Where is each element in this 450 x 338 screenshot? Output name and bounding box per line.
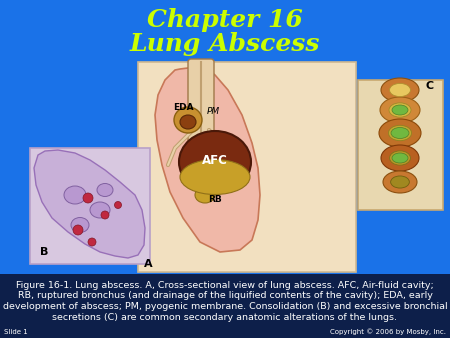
Text: secretions (C) are common secondary anatomic alterations of the lungs.: secretions (C) are common secondary anat… <box>53 313 397 321</box>
Text: RB: RB <box>208 195 222 204</box>
Ellipse shape <box>392 153 408 163</box>
Ellipse shape <box>381 145 419 171</box>
FancyBboxPatch shape <box>0 274 450 338</box>
Text: AFC: AFC <box>202 153 228 167</box>
Circle shape <box>83 193 93 203</box>
Ellipse shape <box>180 160 250 194</box>
Text: A: A <box>144 259 152 269</box>
FancyBboxPatch shape <box>138 62 356 272</box>
Ellipse shape <box>383 171 417 193</box>
Ellipse shape <box>195 187 215 203</box>
Circle shape <box>114 201 122 209</box>
Text: RB, ruptured bronchus (and drainage of the liquified contents of the cavity); ED: RB, ruptured bronchus (and drainage of t… <box>18 291 432 300</box>
Text: B: B <box>40 247 48 257</box>
Text: PM: PM <box>207 107 220 117</box>
FancyBboxPatch shape <box>30 148 150 264</box>
Circle shape <box>101 211 109 219</box>
Text: development of abscess; PM, pyogenic membrane. Consolidation (B) and excessive b: development of abscess; PM, pyogenic mem… <box>3 302 447 311</box>
Ellipse shape <box>379 119 421 147</box>
Ellipse shape <box>71 217 89 233</box>
Ellipse shape <box>64 186 86 204</box>
Ellipse shape <box>389 103 411 117</box>
Ellipse shape <box>179 131 251 193</box>
Ellipse shape <box>390 151 410 165</box>
Ellipse shape <box>180 115 196 129</box>
Ellipse shape <box>391 176 410 188</box>
Ellipse shape <box>380 97 420 123</box>
Text: EDA: EDA <box>173 103 194 113</box>
Text: Lung Abscess: Lung Abscess <box>130 32 320 56</box>
Ellipse shape <box>392 105 408 115</box>
Text: C: C <box>426 81 434 91</box>
Circle shape <box>88 238 96 246</box>
Ellipse shape <box>174 107 202 133</box>
Text: Slide 1: Slide 1 <box>4 329 28 335</box>
Polygon shape <box>34 150 145 258</box>
Ellipse shape <box>90 202 110 218</box>
Ellipse shape <box>388 125 412 141</box>
Ellipse shape <box>381 78 419 102</box>
Ellipse shape <box>390 83 410 97</box>
FancyBboxPatch shape <box>358 80 443 210</box>
Text: Figure 16-1. Lung abscess. A, Cross-sectional view of lung abscess. AFC, Air-flu: Figure 16-1. Lung abscess. A, Cross-sect… <box>16 281 434 290</box>
Ellipse shape <box>391 127 409 139</box>
Circle shape <box>73 225 83 235</box>
Ellipse shape <box>97 184 113 196</box>
FancyBboxPatch shape <box>188 59 214 145</box>
Text: Chapter 16: Chapter 16 <box>147 8 303 32</box>
Polygon shape <box>155 65 260 252</box>
Text: Copyright © 2006 by Mosby, Inc.: Copyright © 2006 by Mosby, Inc. <box>330 329 446 335</box>
